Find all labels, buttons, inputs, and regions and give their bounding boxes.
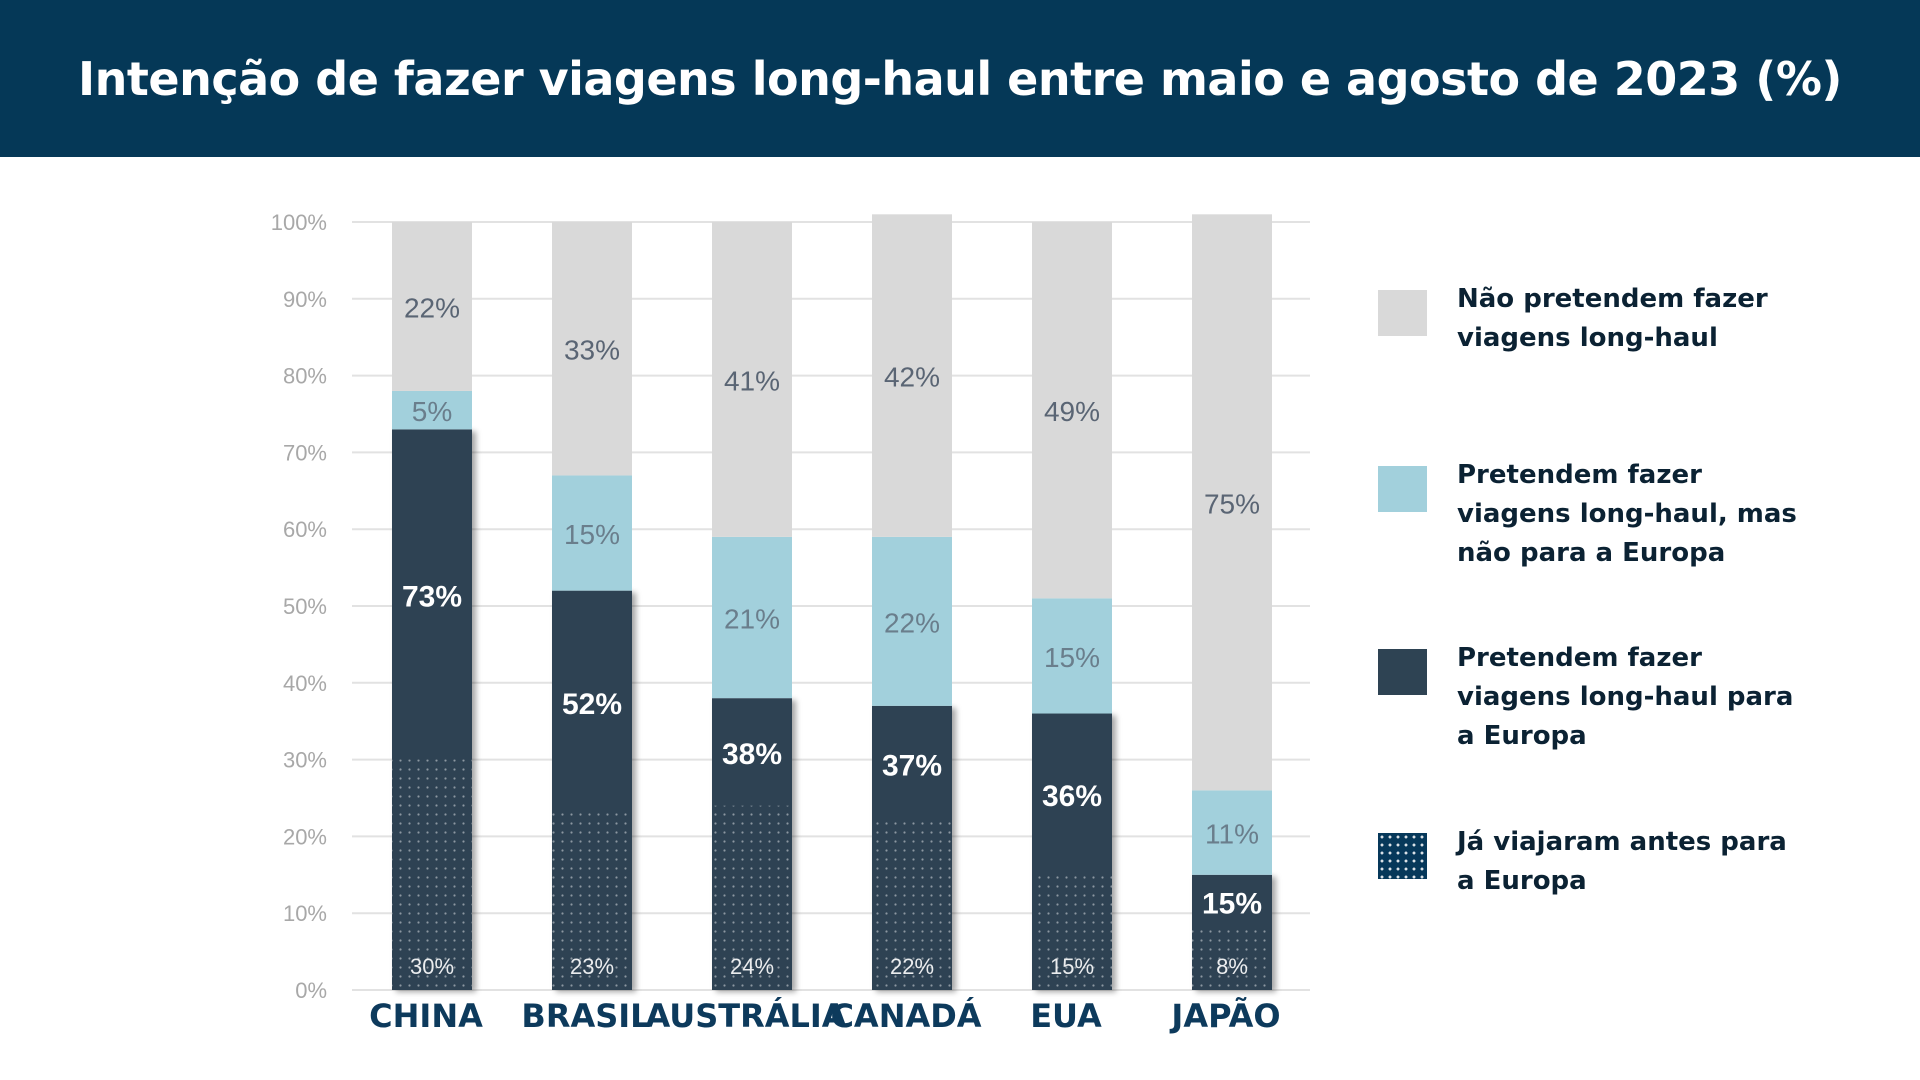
legend-swatch-before [1378, 833, 1427, 879]
data-label-none: 22% [404, 292, 460, 323]
bar-segment-notEurope [1192, 790, 1272, 875]
data-label-notEurope: 5% [412, 396, 452, 427]
bar-segment-notEurope [1032, 598, 1112, 714]
bar-segment-before [1192, 928, 1272, 990]
bar-segment-before [712, 805, 792, 990]
data-label-europe: 36% [1042, 780, 1102, 813]
y-tick-label: 0% [295, 978, 327, 1003]
data-label-before: 15% [1050, 954, 1094, 979]
chart-title: Intenção de fazer viagens long-haul entr… [78, 51, 1842, 106]
bar-segment-none [552, 222, 632, 476]
data-label-none: 42% [884, 362, 940, 393]
legend-label-before: Já viajaram antes para a Europa [1457, 827, 1787, 896]
y-tick-label: 80% [283, 364, 327, 389]
bar-segment-none [1032, 222, 1112, 599]
bar-segment-before [1032, 874, 1112, 990]
y-tick-label: 10% [283, 901, 327, 926]
x-category-label: BRASIL [521, 997, 650, 1035]
bar-segment-none [392, 222, 472, 391]
data-label-notEurope: 11% [1205, 819, 1259, 850]
x-category-label: JAPÃO [1169, 997, 1280, 1035]
x-category-label: CANADÁ [830, 997, 981, 1035]
legend-label-none: Não pretendem fazer viagens long-haul [1457, 284, 1768, 353]
data-label-before: 24% [730, 954, 774, 979]
bar-segment-before [872, 821, 952, 990]
legend-item-before: Já viajaram antes para a Europa [1378, 823, 1797, 901]
y-tick-label: 70% [283, 440, 327, 465]
bar-segment-none [1192, 214, 1272, 791]
header-banner: Intenção de fazer viagens long-haul entr… [0, 0, 1920, 157]
data-label-before: 8% [1216, 954, 1248, 979]
bar-segment-before [392, 759, 472, 990]
legend-swatch-none [1378, 290, 1427, 336]
x-category-label: EUA [1030, 997, 1102, 1035]
data-label-notEurope: 21% [724, 604, 780, 635]
y-tick-label: 50% [283, 594, 327, 619]
y-tick-label: 30% [283, 748, 327, 773]
data-label-none: 41% [724, 365, 780, 396]
bar-segment-notEurope [552, 475, 632, 591]
bar-segment-notEurope [872, 536, 952, 706]
y-tick-label: 60% [283, 517, 327, 542]
data-label-europe: 15% [1202, 888, 1262, 921]
legend-swatch-not-europe [1378, 466, 1427, 512]
data-label-notEurope: 15% [1044, 642, 1100, 673]
data-label-europe: 37% [882, 749, 942, 782]
bar-segment-none [872, 214, 952, 537]
data-label-notEurope: 22% [884, 607, 940, 638]
x-category-label: AUSTRÁLIA [645, 997, 846, 1035]
data-label-europe: 38% [722, 738, 782, 771]
data-label-europe: 52% [562, 688, 622, 721]
bar-segment-before [552, 813, 632, 990]
legend-item-europe: Pretendem fazer viagens long-haul para a… [1378, 639, 1797, 756]
legend-swatch-europe [1378, 649, 1427, 695]
data-label-none: 75% [1204, 488, 1260, 519]
data-label-before: 23% [570, 954, 614, 979]
y-tick-label: 20% [283, 824, 327, 849]
data-label-before: 22% [890, 954, 934, 979]
y-tick-label: 40% [283, 671, 327, 696]
x-category-label: CHINA [369, 997, 483, 1035]
data-label-notEurope: 15% [564, 519, 620, 550]
legend-label-not-europe: Pretendem fazer viagens long-haul, mas n… [1457, 460, 1797, 568]
y-tick-label: 100% [271, 210, 327, 235]
legend-label-europe: Pretendem fazer viagens long-haul para a… [1457, 643, 1794, 751]
bar-segment-notEurope [392, 390, 472, 430]
data-label-before: 30% [410, 954, 454, 979]
data-label-none: 33% [564, 335, 620, 366]
legend-item-none: Não pretendem fazer viagens long-haul [1378, 280, 1797, 358]
data-label-none: 49% [1044, 396, 1100, 427]
y-tick-label: 90% [283, 287, 327, 312]
legend-item-not-europe: Pretendem fazer viagens long-haul, mas n… [1378, 456, 1797, 573]
data-label-europe: 73% [402, 580, 462, 613]
bar-segment-none [712, 222, 792, 537]
bar-segment-notEurope [712, 536, 792, 699]
